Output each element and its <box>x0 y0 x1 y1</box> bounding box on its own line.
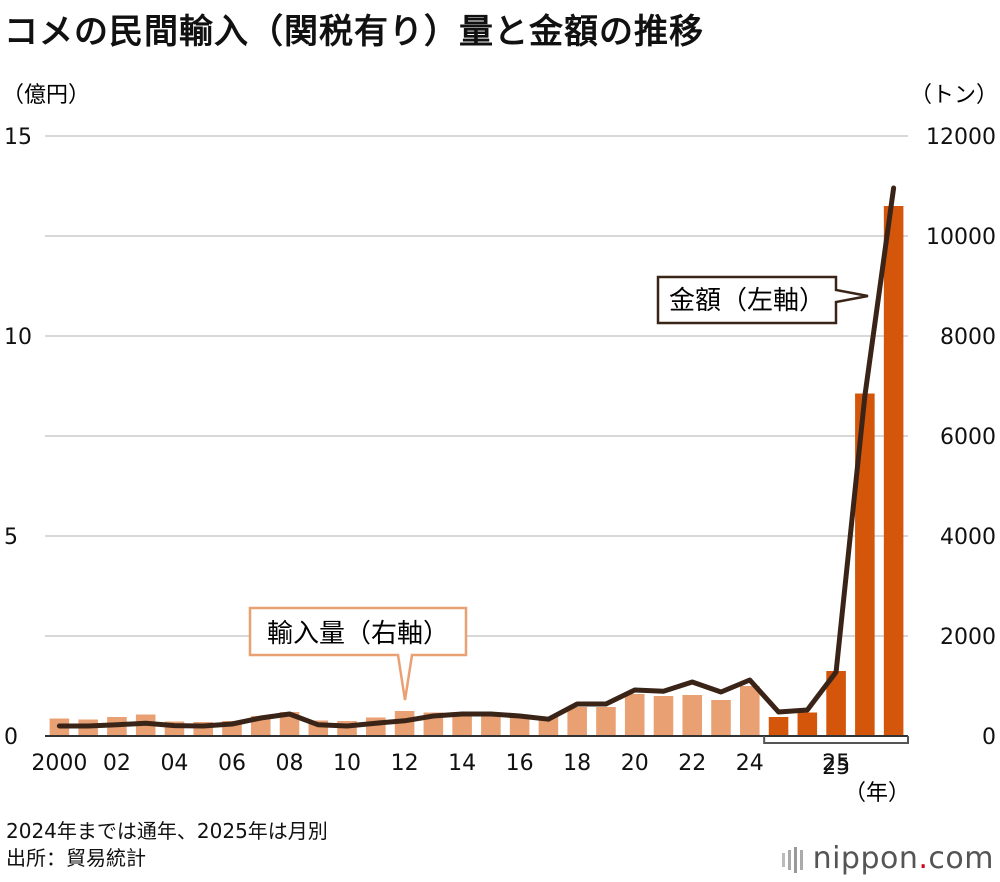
volume-callout: 輸入量（右軸） <box>248 606 468 701</box>
x-tick-label: 04 <box>160 751 188 776</box>
volume-bar <box>768 717 789 736</box>
x-tick-label: 02 <box>103 751 131 776</box>
volume-bar <box>538 717 559 736</box>
volume-bar <box>509 716 530 736</box>
x-tick-label: 12 <box>391 751 419 776</box>
left-tick-label: 10 <box>4 325 32 350</box>
volume-bar <box>711 700 731 736</box>
volume-bar <box>567 707 587 736</box>
right-axis-unit: （トン） <box>910 83 998 108</box>
volume-bar <box>452 712 472 736</box>
volume-bar <box>682 695 703 736</box>
right-tick-label: 10000 <box>926 225 996 250</box>
left-axis-ticks: 0 5 10 15 <box>4 125 32 750</box>
left-tick-label: 5 <box>4 525 18 550</box>
logo-text: nippon <box>812 841 919 876</box>
logo-suffix: com <box>928 841 994 876</box>
logo-bars-icon <box>781 846 803 873</box>
volume-bar <box>826 671 846 736</box>
volume-bar <box>740 686 760 736</box>
volume-bar <box>653 696 674 736</box>
volume-bar <box>883 206 904 736</box>
x-tick-label: 10 <box>333 751 361 776</box>
right-tick-label: 12000 <box>926 125 996 150</box>
right-tick-label: 0 <box>982 725 996 750</box>
x-tick-label-2025: 25 <box>822 755 850 780</box>
right-tick-label: 8000 <box>940 325 996 350</box>
x-tick-label: 08 <box>276 751 304 776</box>
volume-bar <box>596 707 616 736</box>
month-2025-bracket <box>763 736 909 744</box>
note-source: 出所：貿易統計 <box>6 846 146 870</box>
right-tick-label: 4000 <box>940 525 996 550</box>
x-tick-label: 20 <box>621 751 649 776</box>
amount-callout: 金額（左軸） <box>656 275 869 325</box>
amount-callout-label: 金額（左軸） <box>669 286 825 316</box>
right-tick-label: 6000 <box>940 425 996 450</box>
x-tick-label: 25 <box>822 751 850 776</box>
volume-bar <box>481 712 501 736</box>
x-tick-label: 24 <box>736 751 764 776</box>
x-tick-label: 22 <box>678 751 706 776</box>
left-tick-label: 0 <box>4 725 18 750</box>
right-axis-ticks: 0 2000 4000 6000 8000 10000 12000 <box>926 125 996 750</box>
x-axis-unit: （年） <box>844 781 910 806</box>
volume-bar <box>394 711 415 736</box>
x-tick-label: 16 <box>506 751 534 776</box>
volume-bar <box>855 393 875 736</box>
nippon-logo: nippon.com <box>781 841 994 876</box>
logo-dot: . <box>918 841 929 876</box>
chart-title: コメの民間輸入（関税有り）量と金額の推移 <box>4 12 704 52</box>
x-tick-label: 18 <box>563 751 591 776</box>
grid-lines <box>45 135 908 637</box>
amount-line <box>56 185 897 729</box>
x-tick-label: 14 <box>448 751 476 776</box>
left-axis-unit: （億円） <box>2 83 90 108</box>
volume-callout-label: 輸入量（右軸） <box>267 619 449 649</box>
right-tick-label: 2000 <box>940 625 996 650</box>
footnotes: 2024年までは通年、2025年は月別 出所：貿易統計 <box>6 818 328 872</box>
volume-bar <box>797 712 818 736</box>
volume-bar <box>624 694 645 736</box>
x-tick-label: 2000 <box>31 751 87 776</box>
left-tick-label: 15 <box>4 125 32 150</box>
x-tick-label: 06 <box>218 751 246 776</box>
note-period: 2024年までは通年、2025年は月別 <box>6 819 328 843</box>
